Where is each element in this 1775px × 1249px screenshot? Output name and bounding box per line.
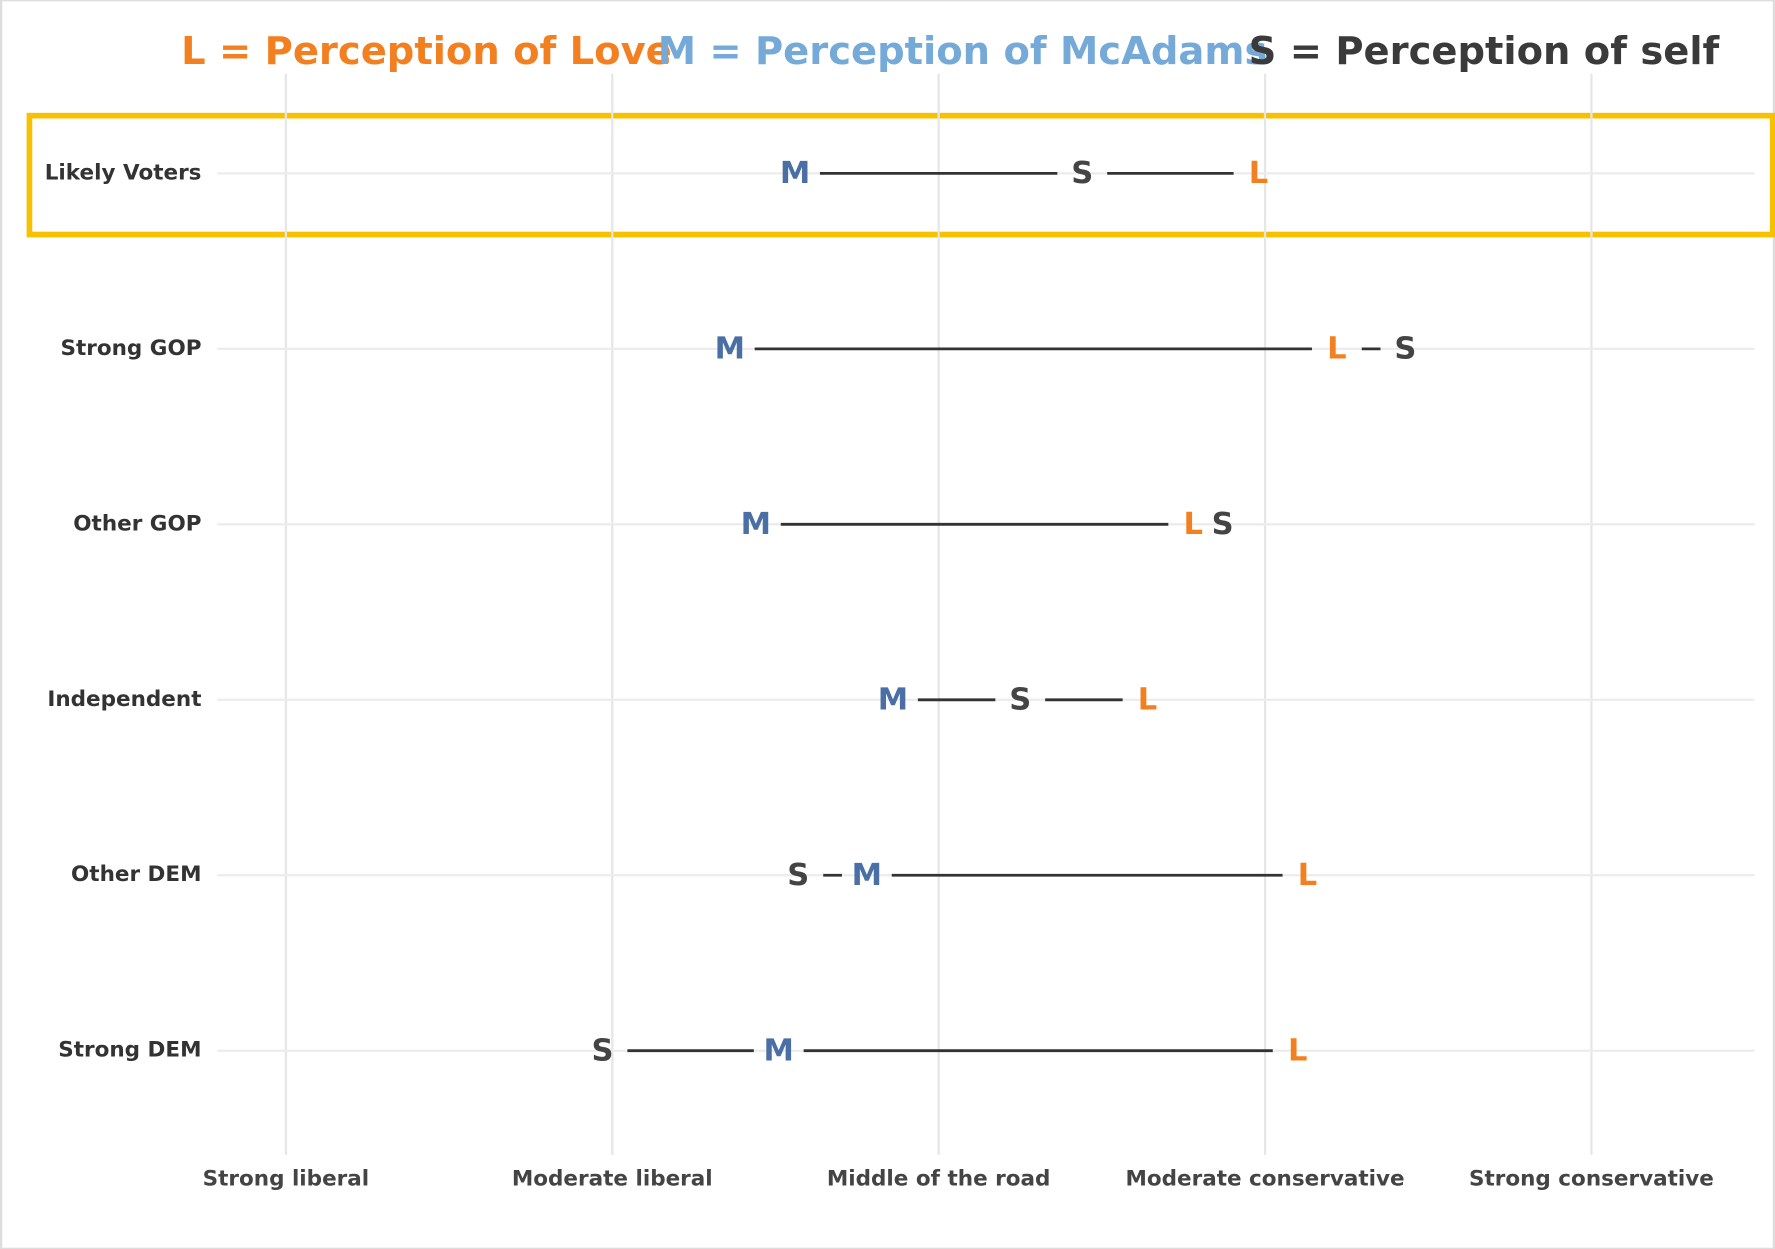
row-label: Strong GOP	[60, 336, 201, 361]
legend-entry: L = Perception of Love	[181, 29, 672, 74]
x-tick-label: Middle of the road	[827, 1167, 1051, 1192]
marker: L	[1184, 507, 1203, 542]
marker: M	[852, 858, 882, 893]
legend-entry: S = Perception of self	[1249, 29, 1721, 74]
marker: S	[591, 1033, 613, 1068]
marker: S	[1394, 331, 1416, 366]
row-label: Strong DEM	[58, 1038, 201, 1063]
legend-entry: M = Perception of McAdams	[658, 29, 1268, 74]
marker: L	[1288, 1033, 1307, 1068]
marker: M	[715, 331, 745, 366]
marker: M	[764, 1033, 794, 1068]
marker: S	[1212, 507, 1234, 542]
marker: L	[1138, 682, 1157, 717]
x-tick-label: Moderate conservative	[1125, 1167, 1404, 1192]
x-tick-label: Strong conservative	[1469, 1167, 1714, 1192]
row-label: Likely Voters	[45, 160, 202, 185]
highlight-box	[26, 112, 1775, 238]
row-label: Other GOP	[73, 511, 201, 536]
marker: M	[780, 156, 810, 191]
marker: M	[878, 682, 908, 717]
row-label: Independent	[47, 687, 201, 712]
marker: L	[1249, 156, 1268, 191]
marker: L	[1327, 331, 1346, 366]
x-tick-label: Moderate liberal	[512, 1167, 713, 1192]
marker: S	[1009, 682, 1031, 717]
marker: S	[1071, 156, 1093, 191]
x-tick-label: Strong liberal	[203, 1167, 370, 1192]
row-label: Other DEM	[71, 862, 201, 887]
marker: L	[1298, 858, 1317, 893]
marker: S	[787, 858, 809, 893]
marker: M	[741, 507, 771, 542]
